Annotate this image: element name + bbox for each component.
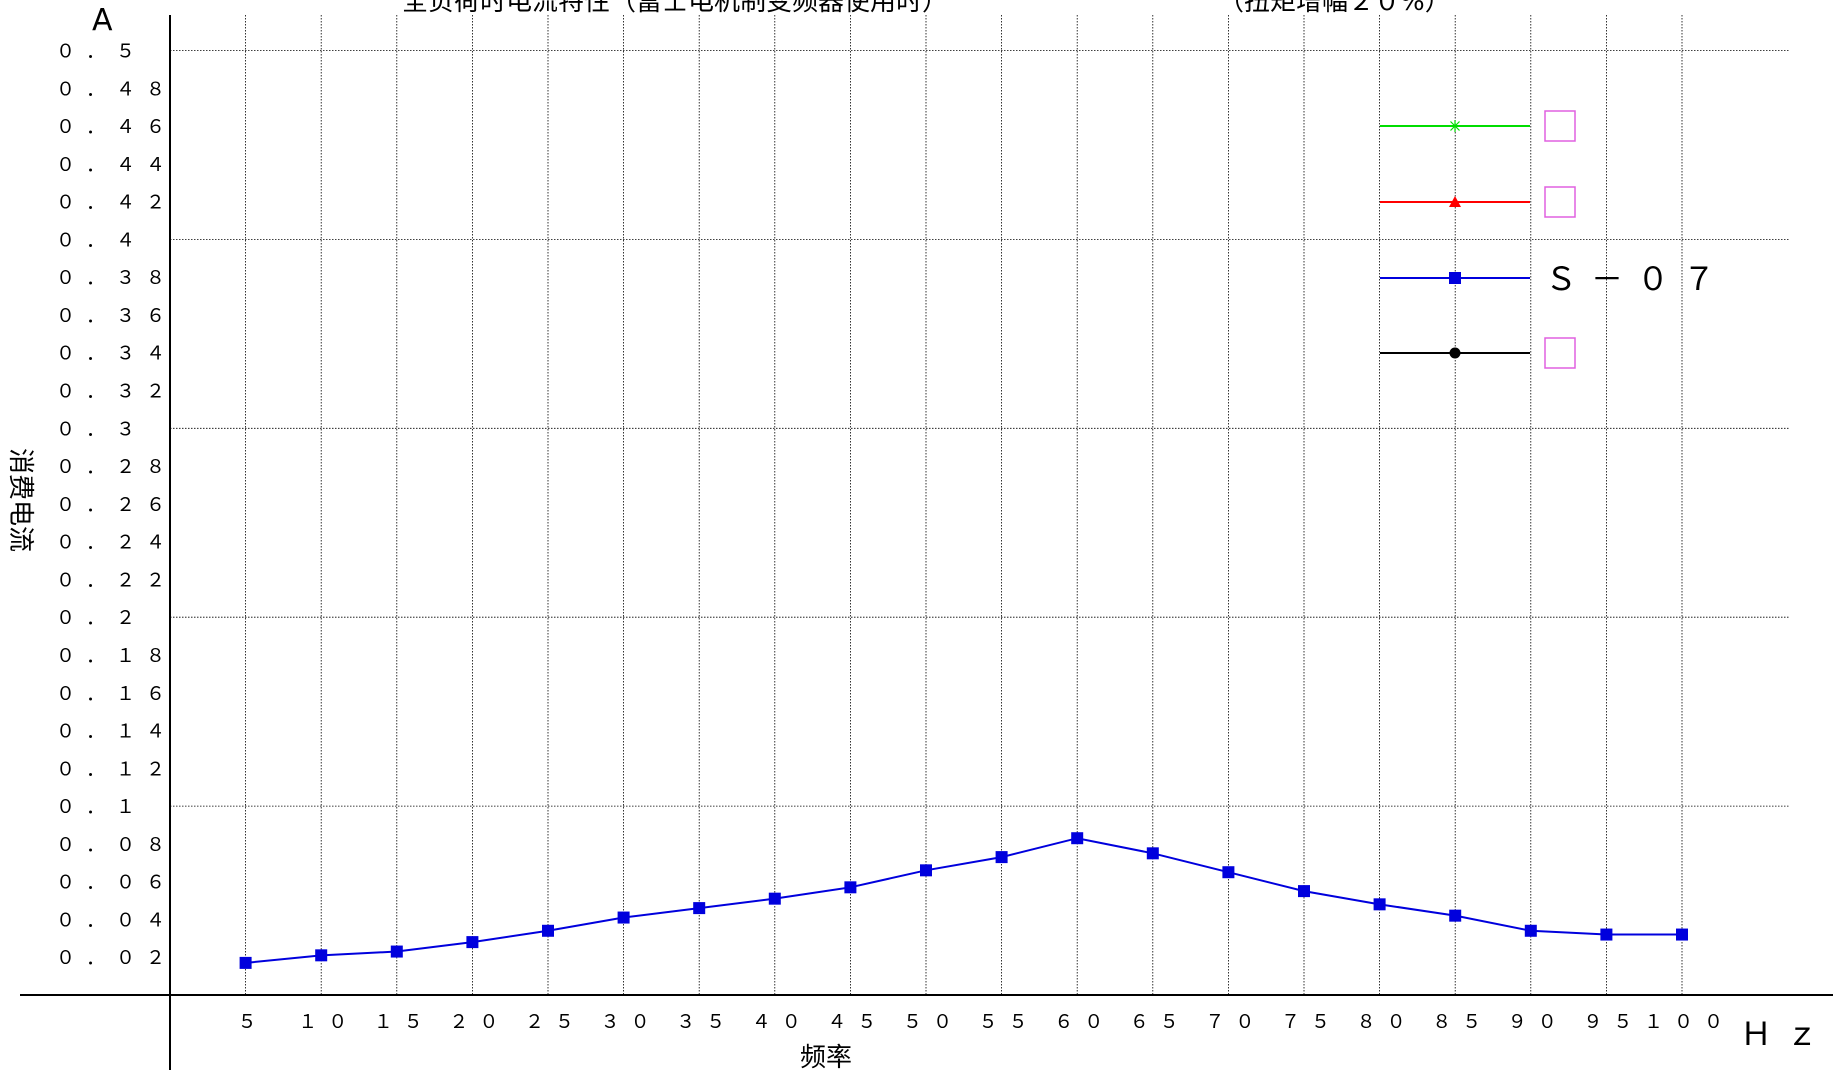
- x-tick-label: ４５: [827, 1011, 887, 1033]
- y-tick-label: ０．２２: [56, 569, 176, 591]
- y-tick-label: ０．３４: [56, 343, 176, 365]
- x-tick-label: ９０: [1508, 1011, 1568, 1033]
- x-tick-label: １００: [1644, 1011, 1734, 1033]
- y-tick-label: ０．２: [56, 607, 146, 629]
- y-tick-label: ０．５: [56, 41, 146, 63]
- y-tick-label: ０．４２: [56, 192, 176, 214]
- y-tick-labels: ０．０２ ０．０４ ０．０６ ０．０８ ０．１ ０．１２ ０．１４ ０．１６ ０．１８ ０．２ ０．…: [56, 41, 176, 970]
- legend-marker: [1449, 196, 1461, 207]
- x-tick-label: ６５: [1130, 1011, 1190, 1033]
- legend-marker: [1449, 347, 1461, 359]
- x-tick-labels: ５ １０ １５ ２０ ２５ ３０ ３５ ４０ ４５ ５０ ５５ ６０ ６５ ７０ ７５ ８０ ８５ ９０ ９５ １００: [238, 1011, 1734, 1033]
- data-point: [1146, 847, 1159, 860]
- legend-label-box: [1544, 337, 1576, 369]
- series-line: [245, 837, 1682, 964]
- y-tick-label: ０．４６: [56, 116, 176, 138]
- chart-subtitle: （扭矩增幅２０%）: [1218, 0, 1451, 17]
- x-tick-label: ２０: [449, 1011, 509, 1033]
- y-tick-label: ０．１６: [56, 683, 176, 705]
- legend-marker: [1449, 120, 1461, 132]
- x-tick-label: ８０: [1357, 1011, 1417, 1033]
- x-tick-label: １５: [374, 1011, 434, 1033]
- data-point: [466, 936, 479, 949]
- x-tick-label: ５５: [979, 1011, 1039, 1033]
- data-point: [1600, 928, 1613, 941]
- x-tick-label: ４０: [752, 1011, 812, 1033]
- y-tick-label: ０．４: [56, 229, 146, 251]
- data-point: [617, 911, 630, 924]
- data-point: [844, 881, 857, 894]
- x-axis-title: 频率: [800, 1043, 852, 1073]
- data-point: [1373, 898, 1386, 911]
- x-tick-label: ５０: [903, 1011, 963, 1033]
- legend-marker: [1449, 272, 1461, 284]
- y-tick-label: ０．３２: [56, 381, 176, 403]
- series: [239, 832, 1688, 969]
- y-tick-label: ０．０６: [56, 872, 176, 894]
- legend: Ｓ－０７: [1380, 110, 1729, 369]
- data-point: [315, 949, 328, 962]
- data-point: [239, 956, 252, 969]
- x-tick-label: ７０: [1205, 1011, 1265, 1033]
- axes: [20, 15, 1833, 1070]
- y-tick-label: ０．１２: [56, 758, 176, 780]
- y-tick-label: ０．３: [56, 418, 146, 440]
- y-tick-label: ０．３６: [56, 305, 176, 327]
- x-tick-label: ８５: [1432, 1011, 1492, 1033]
- y-tick-label: ０．２４: [56, 532, 176, 554]
- y-tick-label: ０．２８: [56, 456, 176, 478]
- grid: [170, 15, 1790, 995]
- x-tick-label: １０: [298, 1011, 358, 1033]
- legend-label: Ｓ－０７: [1545, 260, 1729, 298]
- y-tick-label: ０．４４: [56, 154, 176, 176]
- y-tick-label: ０．０８: [56, 834, 176, 856]
- y-tick-label: ０．１４: [56, 721, 176, 743]
- x-tick-label: ７５: [1281, 1011, 1341, 1033]
- y-tick-label: ０．０２: [56, 947, 176, 969]
- x-tick-label: ５: [238, 1011, 268, 1033]
- y-tick-label: ０．４８: [56, 78, 176, 100]
- chart-title: 全负荷时电流特性（富士电机制变频器使用时）: [402, 0, 948, 17]
- data-point: [1449, 909, 1462, 922]
- x-tick-label: ３０: [601, 1011, 661, 1033]
- data-point: [542, 924, 554, 937]
- y-tick-label: ０．３８: [56, 267, 176, 289]
- data-point: [693, 902, 706, 915]
- data-point: [995, 851, 1008, 864]
- y-tick-label: ０．２６: [56, 494, 176, 516]
- legend-label-box: [1544, 110, 1576, 142]
- x-tick-label: ９５: [1583, 1011, 1643, 1033]
- data-point: [1676, 928, 1688, 941]
- data-point: [1071, 832, 1084, 845]
- y-tick-label: ０．０４: [56, 909, 176, 931]
- y-tick-label: ０．１: [56, 796, 146, 818]
- y-unit-label: A: [92, 3, 113, 38]
- y-tick-label: ０．１８: [56, 645, 176, 667]
- legend-label-box: [1544, 186, 1576, 218]
- data-point: [1222, 866, 1235, 879]
- data-point: [1298, 885, 1310, 898]
- data-point: [390, 945, 403, 958]
- data-point: [768, 892, 781, 905]
- x-unit-label: Ｈｚ: [1740, 1015, 1832, 1053]
- data-point: [1524, 924, 1537, 937]
- x-tick-label: ６０: [1054, 1011, 1114, 1033]
- x-tick-label: ３５: [676, 1011, 736, 1033]
- data-point: [920, 864, 932, 877]
- x-tick-label: ２５: [525, 1011, 585, 1033]
- y-axis-title: 消费电流: [5, 448, 35, 552]
